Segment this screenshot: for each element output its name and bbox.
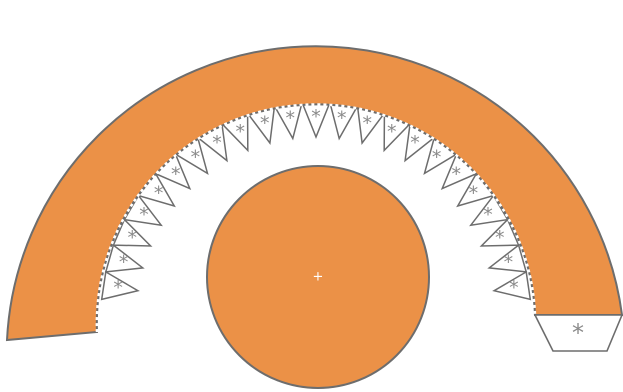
glue-tab-mark: * (154, 183, 164, 205)
glue-tab-mark: * (260, 113, 270, 135)
glue-tab-mark: * (285, 108, 295, 130)
glue-tab-mark: * (451, 163, 461, 185)
glue-tab-mark: * (337, 108, 347, 130)
glue-tab-mark: * (171, 163, 181, 185)
glue-tab-mark: * (311, 106, 321, 128)
glue-tab-mark: * (504, 252, 514, 274)
glue-tabs: ********* * * * * * ********* (100, 101, 532, 301)
glue-tab-mark: * (113, 277, 123, 299)
cone-base-circle (206, 165, 430, 389)
glue-tab (492, 270, 532, 301)
glue-tab-mark: * (469, 183, 479, 205)
glue-tab (104, 243, 145, 273)
glue-tab-mark: * (127, 227, 137, 249)
glue-tab-mark: * (191, 147, 201, 169)
cone-lateral-surface (5, 45, 623, 342)
glue-tab-mark: * (236, 121, 246, 143)
glue-tab (487, 243, 528, 273)
glue-tab (479, 218, 520, 247)
base-center-mark: + (313, 270, 324, 285)
glue-tab-mark: * (119, 252, 129, 274)
side-glue-tab (533, 314, 623, 352)
glue-tab-mark: * (387, 121, 397, 143)
glue-tab (123, 194, 163, 227)
glue-tab-mark: * (432, 147, 442, 169)
glue-tab-mark: * (483, 204, 493, 226)
glue-tab-mark: * (139, 204, 149, 226)
glue-tab (100, 270, 140, 301)
glue-tab-mark: * (495, 227, 505, 249)
glue-tab (469, 194, 509, 227)
side-glue-tab-mark: * (572, 319, 584, 347)
glue-tab-mark: * (410, 132, 420, 154)
glue-tab-mark: * (212, 132, 222, 154)
fold-line (95, 103, 537, 333)
glue-tab-mark: * (362, 113, 372, 135)
glue-tab-mark: * (509, 277, 519, 299)
glue-tab (112, 218, 153, 247)
